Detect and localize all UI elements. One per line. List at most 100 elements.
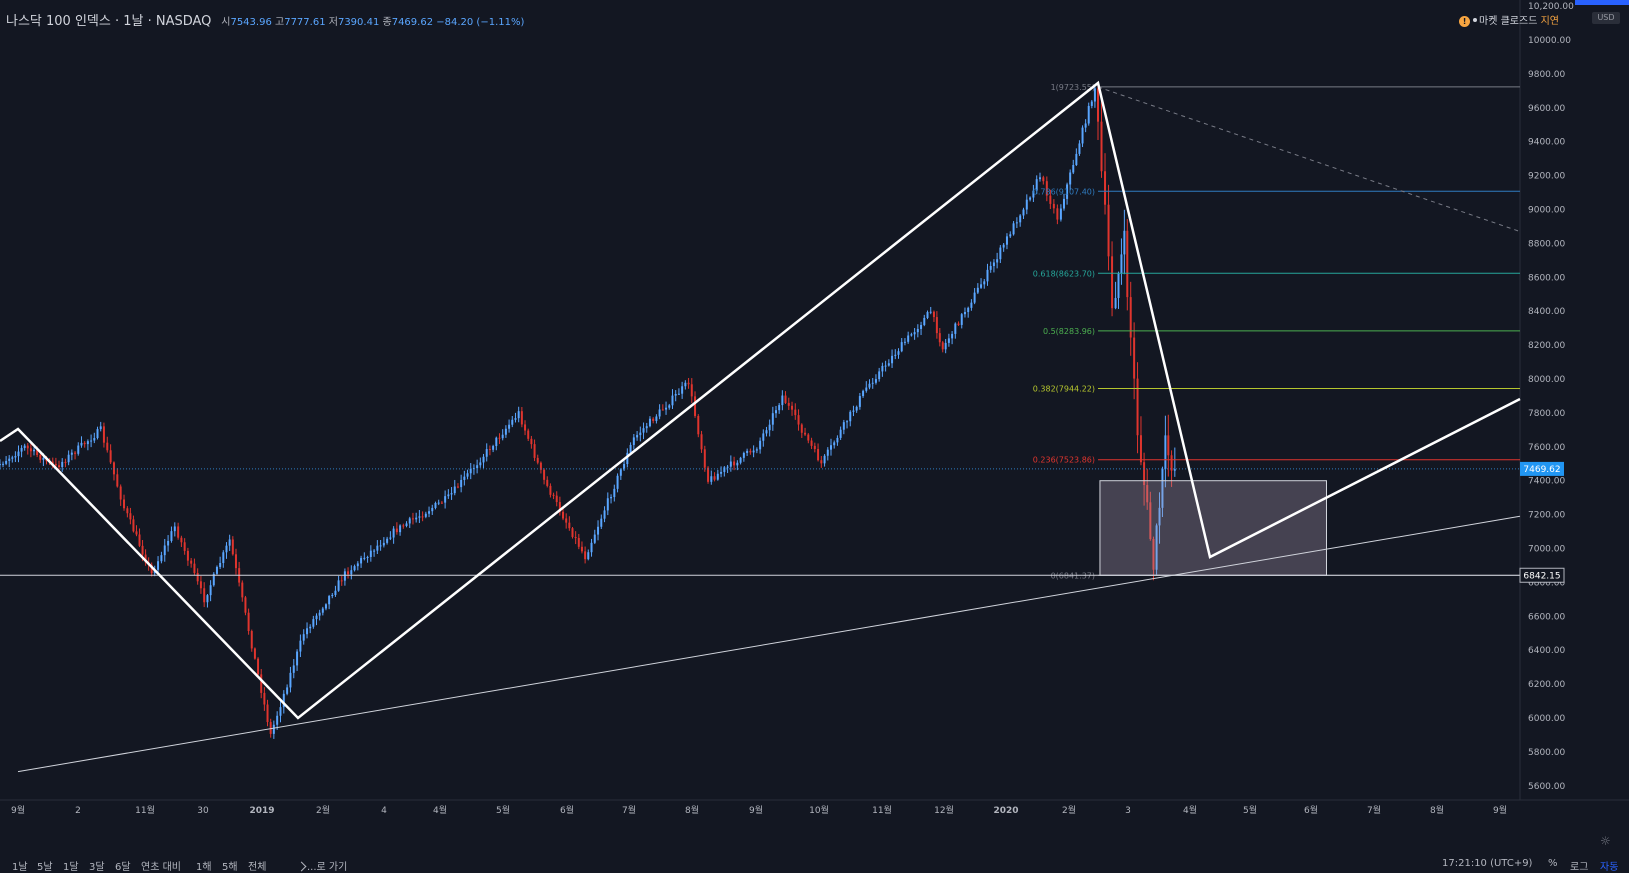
price-axis[interactable]: 10,200.00 10000.00 9800.00 9600.00 9400.00 92… [1519,2,1574,792]
range-1m[interactable]: 1달 [63,862,79,873]
candle-body [690,384,693,397]
candle-body [129,513,132,520]
low-value: 7390.41 [337,17,380,28]
clock-timezone[interactable]: 17:21:10 (UTC+9) [1442,858,1533,869]
candle-body [947,338,950,343]
candle-body [99,426,102,430]
candle-body [302,634,305,641]
candle-body [26,445,29,449]
candle-body [1146,485,1149,503]
candle-body [276,715,279,725]
candle-body [190,560,193,564]
log-scale-toggle[interactable]: 로그 [1570,862,1589,873]
range-3m[interactable]: 3달 [89,862,105,873]
candle-body [1025,199,1028,210]
time-tick-label: 2019 [249,806,274,816]
goto-date-button[interactable]: ...로 가기 [296,858,347,873]
candle-body [282,693,285,708]
candle-body [382,542,385,546]
candle-body [681,386,684,394]
candle-body [263,692,266,705]
candle-body [106,442,109,451]
candle-body [8,458,11,461]
candle-body [558,502,561,512]
candle-body [1170,455,1173,471]
settings-gear-icon[interactable]: ☼ [1600,834,1611,848]
candle-body [1045,181,1048,196]
candle-body [881,365,884,372]
market-status[interactable]: ! 마켓 클로즈드 지연 [1459,12,1559,27]
candle-body [771,413,774,425]
candle-body [163,545,166,556]
candle-body [530,438,533,445]
candle-body [292,665,295,673]
fib-level-label: 0.236(7523.86) [1033,456,1095,465]
candle-body [897,351,900,355]
candle-body [418,516,421,518]
candle-body [765,430,768,434]
time-tick-label: 11월 [135,804,155,816]
candle-body [932,311,935,318]
candle-body [421,516,424,518]
range-5y[interactable]: 5해 [222,862,238,873]
candle-body [616,475,619,489]
top-right-tab[interactable] [1575,0,1629,5]
delay-badge: 지연 [1540,16,1559,27]
candle-body [967,307,970,313]
candle-body [1139,435,1142,463]
candle-body [829,445,832,450]
change-value: −84.20 (−1.11%) [436,17,525,28]
auto-scale-toggle[interactable]: 자동 [1600,862,1619,873]
candle-body [849,411,852,422]
range-1y[interactable]: 1해 [196,862,212,873]
market-status-text: 마켓 클로즈드 [1479,16,1538,27]
price-tick-label: 5600.00 [1528,782,1565,792]
candle-body [862,390,865,397]
currency-badge[interactable]: USD [1592,12,1620,24]
price-tick-label: 7600.00 [1528,443,1565,453]
price-tick-label: 8600.00 [1528,273,1565,283]
candle-body [1143,462,1146,486]
drawing-tools[interactable] [0,80,1521,773]
dashed-trend-line[interactable] [1097,86,1521,233]
range-5d[interactable]: 5날 [37,862,53,873]
candle-body [1059,208,1062,220]
candle-body [498,437,501,439]
candle-body [1002,244,1005,248]
candle-body [1111,256,1114,309]
candle-body [549,485,552,495]
candle-body [80,442,83,446]
candle-body [1173,469,1176,471]
candle-body [1093,88,1096,102]
trend-line[interactable] [17,515,1521,773]
range-all[interactable]: 전체 [248,862,267,873]
time-tick-label: 4월 [433,804,447,816]
percent-scale-toggle[interactable]: % [1548,858,1558,869]
candle-body [580,546,583,552]
range-6m[interactable]: 6달 [115,862,131,873]
candle-body [555,495,558,503]
rectangle-drawing[interactable] [1099,480,1327,576]
candle-body [1012,223,1015,235]
wave-polyline[interactable] [0,80,1521,720]
status-dot-icon [1473,18,1478,22]
range-ytd[interactable]: 연초 대비 [141,862,181,873]
candle-body [842,422,845,430]
candle-body [716,473,719,480]
candle-body [405,523,408,526]
fibonacci-retracement[interactable]: 1(9723.55) 0.786(9107.40) 0.618(8623.70) 0.… [1033,83,1520,581]
range-1d[interactable]: 1날 [12,862,28,873]
candle-body [755,449,758,451]
candle-body [562,511,565,519]
candle-body [1129,297,1132,338]
candle-body [2,463,5,465]
candle-body [112,462,115,475]
fib-level-label: 1(9723.55) [1051,83,1095,92]
time-tick-label: 8월 [1430,804,1444,816]
candle-body [215,566,218,574]
candle-body [508,424,511,429]
time-axis[interactable]: 9월 2 11월 30 2019 2월 4 4월 5월 6월 7월 8월 9월 10월 11월 12월 2020… [11,804,1507,816]
symbol-title[interactable]: 나스닥 100 인덱스 · 1날 · NASDAQ [6,14,212,29]
price-tick-label: 8000.00 [1528,375,1565,385]
